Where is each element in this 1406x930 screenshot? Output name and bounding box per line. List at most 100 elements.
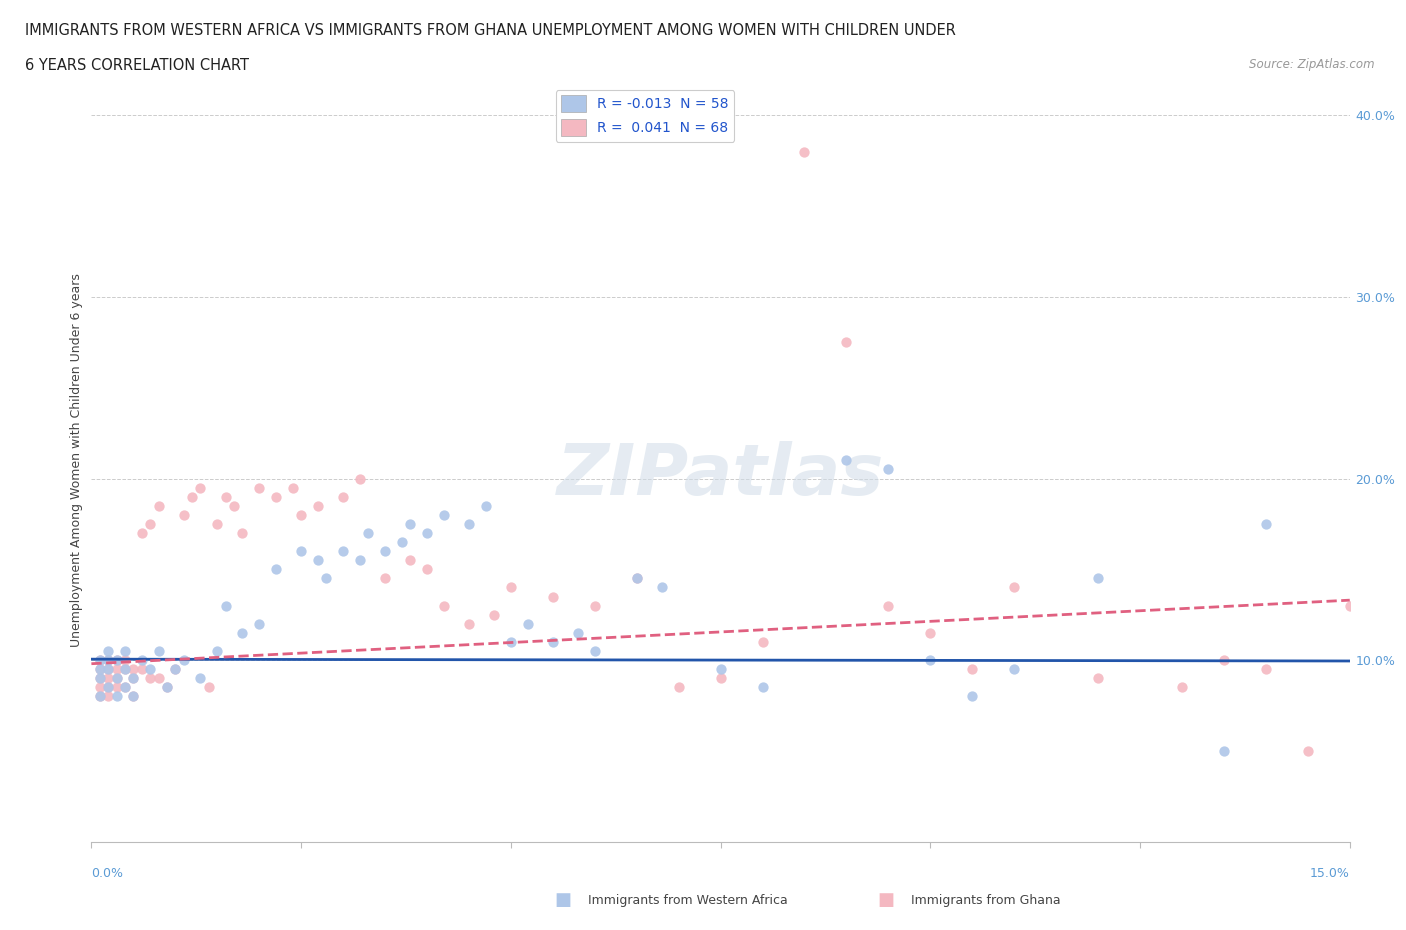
Point	[474, 498, 496, 513]
Text: Immigrants from Western Africa: Immigrants from Western Africa	[588, 894, 787, 907]
Point	[1213, 743, 1236, 758]
Point	[281, 480, 304, 495]
Point	[97, 662, 120, 677]
Point	[877, 598, 900, 613]
Point	[198, 680, 221, 695]
Text: IMMIGRANTS FROM WESTERN AFRICA VS IMMIGRANTS FROM GHANA UNEMPLOYMENT AMONG WOMEN: IMMIGRANTS FROM WESTERN AFRICA VS IMMIGR…	[25, 23, 956, 38]
Point	[205, 516, 228, 531]
Point	[349, 472, 371, 486]
Point	[332, 489, 354, 504]
Point	[131, 662, 153, 677]
Point	[307, 498, 329, 513]
Point	[1296, 743, 1319, 758]
Point	[122, 662, 145, 677]
Point	[962, 689, 984, 704]
Point	[307, 552, 329, 567]
Text: 0.0%: 0.0%	[91, 867, 124, 880]
Point	[105, 671, 128, 685]
Point	[1254, 662, 1277, 677]
Point	[165, 662, 187, 677]
Point	[315, 571, 337, 586]
Point	[105, 662, 128, 677]
Point	[139, 662, 162, 677]
Point	[1087, 671, 1109, 685]
Point	[751, 634, 773, 649]
Point	[105, 680, 128, 695]
Point	[89, 662, 111, 677]
Point	[357, 525, 380, 540]
Point	[264, 489, 287, 504]
Point	[583, 598, 606, 613]
Point	[122, 671, 145, 685]
Point	[89, 653, 111, 668]
Point	[1254, 516, 1277, 531]
Point	[920, 625, 942, 640]
Point	[1171, 680, 1194, 695]
Point	[165, 662, 187, 677]
Point	[247, 617, 270, 631]
Text: 15.0%: 15.0%	[1310, 867, 1350, 880]
Point	[122, 689, 145, 704]
Point	[374, 571, 396, 586]
Point	[122, 671, 145, 685]
Point	[516, 617, 538, 631]
Point	[89, 689, 111, 704]
Point	[105, 689, 128, 704]
Point	[751, 680, 773, 695]
Point	[156, 680, 179, 695]
Point	[231, 525, 253, 540]
Point	[114, 680, 136, 695]
Point	[433, 598, 456, 613]
Point	[290, 508, 312, 523]
Point	[214, 598, 236, 613]
Point	[416, 525, 439, 540]
Text: Immigrants from Ghana: Immigrants from Ghana	[911, 894, 1060, 907]
Text: 6 YEARS CORRELATION CHART: 6 YEARS CORRELATION CHART	[25, 58, 249, 73]
Point	[190, 480, 212, 495]
Point	[668, 680, 690, 695]
Point	[89, 671, 111, 685]
Point	[583, 644, 606, 658]
Point	[214, 489, 236, 504]
Point	[541, 589, 564, 604]
Point	[114, 662, 136, 677]
Point	[89, 689, 111, 704]
Point	[499, 634, 522, 649]
Point	[173, 508, 195, 523]
Point	[139, 516, 162, 531]
Point	[1339, 598, 1361, 613]
Point	[290, 544, 312, 559]
Point	[148, 644, 170, 658]
Point	[97, 680, 120, 695]
Point	[457, 617, 479, 631]
Point	[399, 552, 422, 567]
Point	[105, 671, 128, 685]
Point	[835, 335, 858, 350]
Point	[97, 653, 120, 668]
Point	[391, 535, 413, 550]
Point	[416, 562, 439, 577]
Point	[374, 544, 396, 559]
Point	[709, 671, 731, 685]
Point	[97, 644, 120, 658]
Point	[97, 689, 120, 704]
Point	[222, 498, 245, 513]
Point	[1002, 662, 1025, 677]
Point	[433, 508, 456, 523]
Point	[114, 653, 136, 668]
Text: ■: ■	[877, 891, 894, 910]
Point	[457, 516, 479, 531]
Point	[264, 562, 287, 577]
Point	[482, 607, 505, 622]
Point	[97, 662, 120, 677]
Point	[105, 653, 128, 668]
Point	[651, 580, 673, 595]
Point	[962, 662, 984, 677]
Point	[181, 489, 204, 504]
Text: ■: ■	[554, 891, 571, 910]
Point	[89, 680, 111, 695]
Point	[97, 671, 120, 685]
Point	[156, 680, 179, 695]
Point	[567, 625, 589, 640]
Point	[835, 453, 858, 468]
